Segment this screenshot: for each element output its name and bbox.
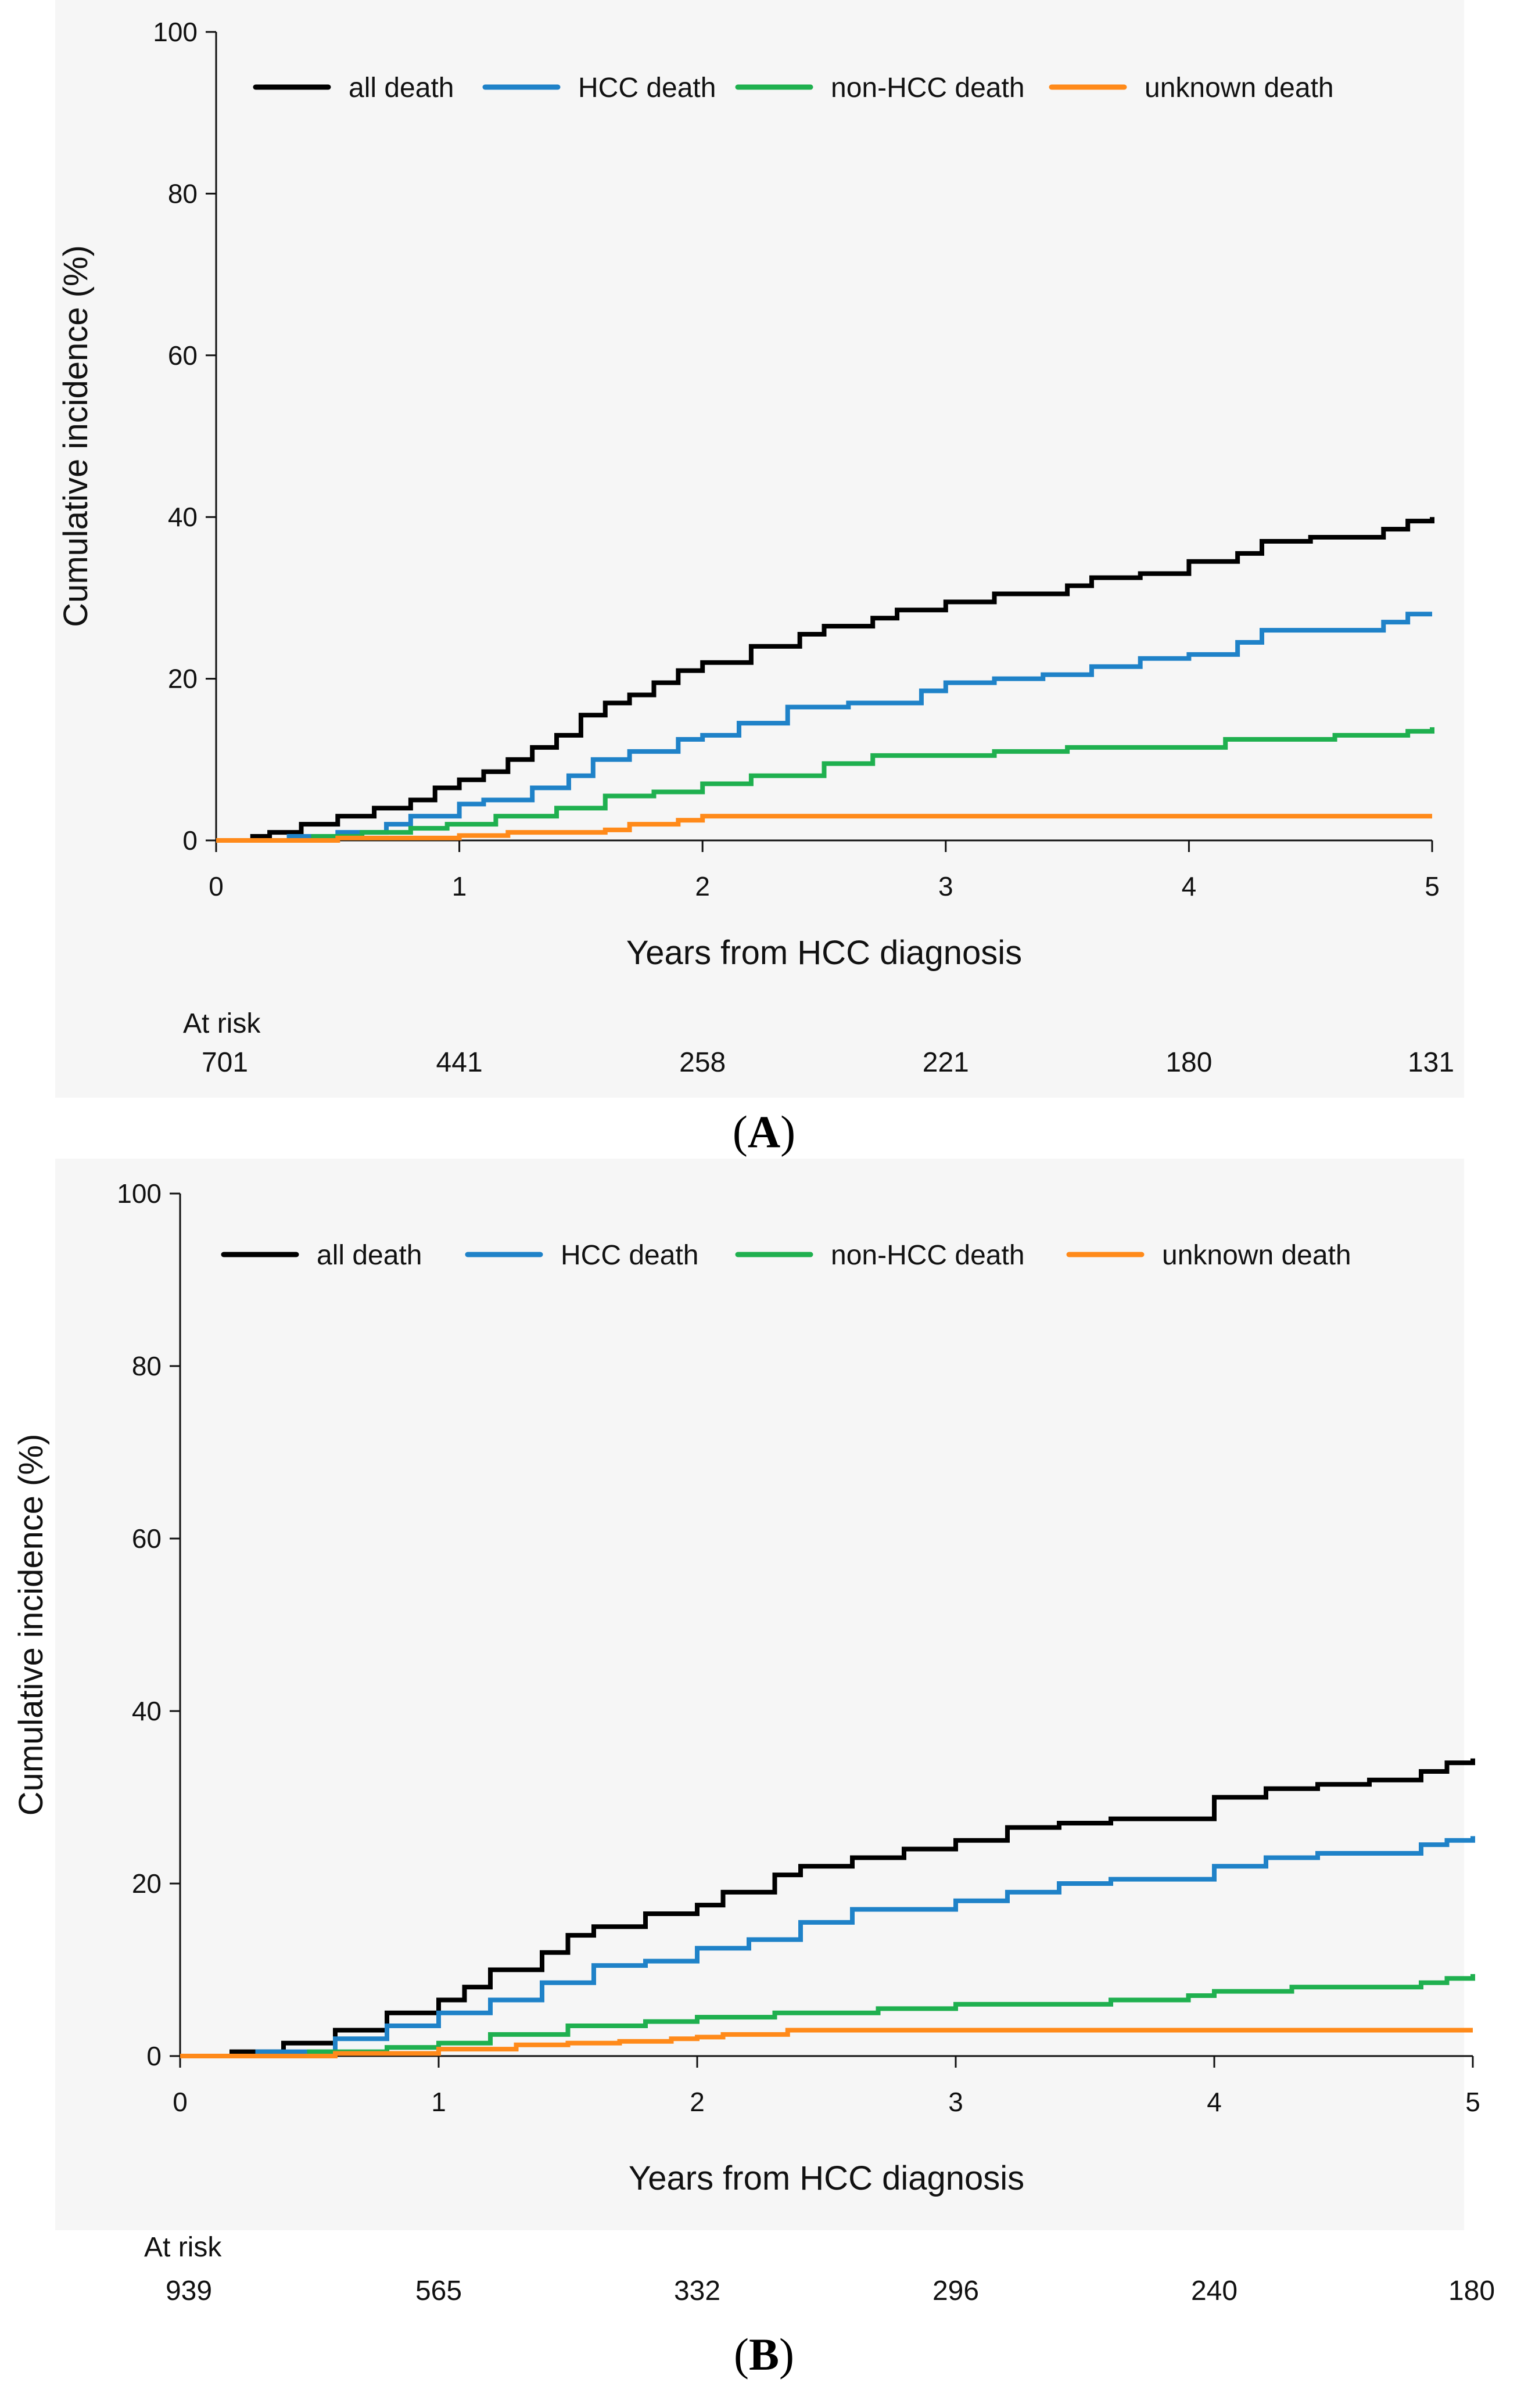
- x-axis-label: Years from HCC diagnosis: [629, 2159, 1024, 2197]
- at-risk-value: 441: [436, 1047, 483, 1078]
- legend-entry: HCC death: [578, 73, 716, 103]
- series-line-non-hcc-death: [180, 1974, 1475, 2058]
- series-line-non-hcc-death: [216, 727, 1434, 843]
- at-risk-value: 296: [932, 2276, 979, 2306]
- at-risk-label: At risk: [144, 2232, 222, 2263]
- x-tick-label: 1: [431, 2087, 446, 2117]
- x-axis-label: Years from HCC diagnosis: [626, 934, 1022, 972]
- at-risk-value: 258: [679, 1047, 726, 1078]
- series-line-unknown-death: [180, 2028, 1473, 2058]
- legend-entry: all death: [349, 73, 454, 103]
- panel-label: (B): [734, 2329, 794, 2380]
- series-line-hcc-death: [216, 612, 1432, 843]
- x-tick-label: 0: [173, 2087, 188, 2117]
- x-tick-label: 5: [1465, 2087, 1480, 2117]
- y-tick-label: 80: [132, 1351, 162, 1381]
- y-tick-label: 40: [168, 502, 198, 532]
- legend-entry: all death: [317, 1240, 422, 1271]
- series-line-unknown-death: [216, 814, 1432, 843]
- at-risk-value: 180: [1448, 2276, 1495, 2306]
- at-risk-value: 332: [674, 2276, 720, 2306]
- y-tick-label: 60: [132, 1523, 162, 1554]
- y-tick-label: 100: [117, 1178, 162, 1209]
- y-tick-label: 40: [132, 1696, 162, 1726]
- plot-background: [55, 0, 1464, 1098]
- y-tick-label: 0: [146, 2041, 162, 2071]
- y-tick-label: 20: [168, 664, 198, 694]
- legend-entry: unknown death: [1162, 1240, 1351, 1271]
- y-tick-label: 60: [168, 340, 198, 371]
- x-tick-label: 3: [948, 2087, 963, 2117]
- panel-b: 0 20 40 60 80 100 0 1 2 3 4 5 Years from HCC diagnos…: [12, 1159, 1495, 2380]
- at-risk-label: At risk: [183, 1008, 261, 1039]
- y-tick-label: 20: [132, 1868, 162, 1899]
- at-risk-value: 221: [923, 1047, 969, 1078]
- y-tick-label: 0: [182, 825, 198, 856]
- x-tick-label: 4: [1207, 2087, 1222, 2117]
- panel-label: (A): [733, 1106, 795, 1157]
- at-risk-value: 131: [1408, 1047, 1454, 1078]
- at-risk-value: 701: [202, 1047, 248, 1078]
- legend-entry: non-HCC death: [831, 73, 1025, 103]
- x-tick-label: 2: [695, 871, 710, 901]
- y-tick-label: 100: [153, 17, 198, 47]
- series-line-all-death: [216, 517, 1434, 843]
- panel-a: 0 20 40 60 80 100 0 1 2 3 4 5 Years from HCC diagnos…: [55, 0, 1464, 1157]
- at-risk-value: 180: [1165, 1047, 1212, 1078]
- series-line-all-death: [180, 1758, 1475, 2058]
- y-axis-label: Cumulative incidence (%): [57, 245, 95, 627]
- legend-entry: HCC death: [561, 1240, 698, 1271]
- x-tick-label: 3: [938, 871, 953, 901]
- y-tick-label: 80: [168, 178, 198, 209]
- x-tick-label: 4: [1182, 871, 1197, 901]
- at-risk-value: 939: [166, 2276, 212, 2306]
- at-risk-value: 240: [1191, 2276, 1238, 2306]
- series-line-hcc-death: [180, 1836, 1475, 2058]
- x-tick-label: 2: [690, 2087, 705, 2117]
- x-tick-label: 5: [1425, 871, 1440, 901]
- x-tick-label: 0: [209, 871, 224, 901]
- plot-background: [55, 1159, 1464, 2230]
- y-axis-label: Cumulative incidence (%): [12, 1434, 50, 1816]
- x-tick-label: 1: [452, 871, 467, 901]
- at-risk-value: 565: [415, 2276, 462, 2306]
- legend-entry: unknown death: [1145, 73, 1334, 103]
- legend-entry: non-HCC death: [831, 1240, 1025, 1271]
